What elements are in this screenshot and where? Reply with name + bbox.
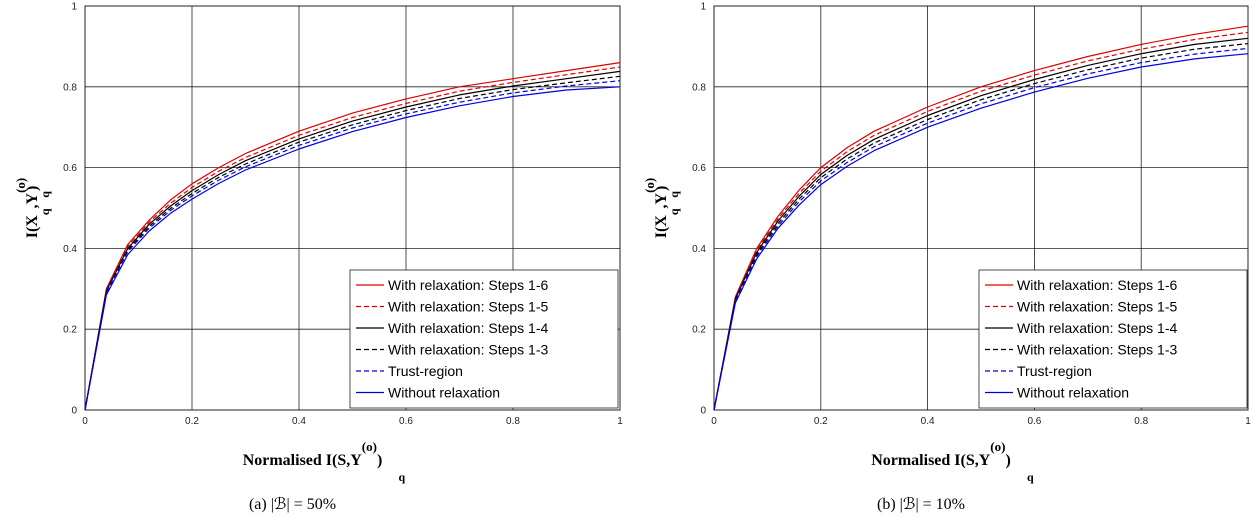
y-axis-label-close: ) [24,186,41,191]
plot-frame [713,5,1249,411]
series-line-2 [84,66,621,411]
x-tick-label: 1 [617,416,623,427]
y-tick-label: 0.2 [63,325,77,336]
y-axis-label-close: ) [653,186,670,191]
legend-label: With relaxation: Steps 1-4 [388,320,549,336]
series-line-6 [84,86,621,411]
y-tick-label: 0 [700,406,706,417]
x-axis-label-close: ) [1005,452,1010,469]
y-tick-label: 0.8 [63,82,77,93]
legend-label: With relaxation: Steps 1-3 [388,342,549,358]
x-axis-label: Normalised I(S,Y(o)) [243,439,383,469]
x-tick-label: 0.4 [292,416,306,427]
series-line-1 [713,25,1249,411]
y-axis-label-sub: q [38,208,52,215]
legend-label: With relaxation: Steps 1-6 [1017,277,1178,293]
legend: With relaxation: Steps 1-6 With relaxatio… [978,269,1248,409]
legend-label: With relaxation: Steps 1-5 [1017,299,1178,315]
legend-label: With relaxation: Steps 1-5 [388,299,549,315]
x-axis-label-sub: q [1027,470,1034,484]
y-axis-label-mid: ,Y [653,192,670,208]
y-tick-label: 0.6 [692,163,706,174]
series-line-3 [84,70,621,411]
legend-box [349,269,619,409]
x-tick-label: 0 [711,416,717,427]
y-axis-label-sub: q [667,208,681,215]
series-line-4 [84,75,621,411]
legend-label: Trust-region [388,363,463,379]
series-line-2 [713,31,1249,411]
legend-label: With relaxation: Steps 1-6 [388,277,549,293]
y-tick-label: 1 [71,2,77,13]
x-tick-label: 0.2 [185,416,199,427]
x-tick-label: 0.8 [1134,416,1148,427]
x-tick-label: 0.4 [921,416,935,427]
y-axis-label-main: I(X [653,215,670,239]
y-axis-label: I(Xq,Y(o)q) [642,178,681,239]
x-axis-label-sup: (o) [990,439,1005,454]
y-axis-label-sup: (o) [642,178,657,193]
x-axis-label-main: Normalised I(S,Y [243,452,363,469]
y-tick-label: 0.6 [63,163,77,174]
x-axis-label-sub: q [399,470,406,484]
x-tick-label: 0.6 [1027,416,1041,427]
y-tick-label: 0.4 [63,244,77,255]
y-tick-label: 1 [700,2,706,13]
subfigure-caption: (b) |ℬ| = 10% [877,496,965,513]
legend-label: With relaxation: Steps 1-3 [1017,342,1178,358]
y-tick-label: 0.2 [692,325,706,336]
series-line-6 [713,53,1249,411]
x-axis-label: Normalised I(S,Y(o)) [871,439,1011,469]
series-line-1 [84,62,621,411]
chart-panel-b: 0 0.2 0.4 0.6 0.8 1 0 0.2 0.4 0.6 0.8 1 With relaxat… [642,2,1251,514]
legend-label: With relaxation: Steps 1-4 [1017,320,1178,336]
x-tick-label: 0 [82,416,88,427]
x-axis-label-main: Normalised I(S,Y [871,452,991,469]
subfigure-caption: (a) |ℬ| = 50% [249,496,336,513]
x-tick-label: 1 [1245,416,1251,427]
x-axis-label-sup: (o) [362,439,377,454]
plot-frame [84,5,621,411]
chart-panel-a: 0 0.2 0.4 0.6 0.8 1 0 0.2 0.4 0.6 0.8 1 With relaxat… [13,2,623,514]
y-axis-label-sub2: q [667,191,681,198]
y-axis-label-sub2: q [38,191,52,198]
series-line-5 [84,80,621,411]
legend-label: Without relaxation [1017,385,1129,401]
series-line-5 [713,47,1249,411]
x-tick-label: 0.6 [399,416,413,427]
series-line-3 [713,37,1249,411]
legend-label: Without relaxation [388,385,500,401]
legend-label: Trust-region [1017,363,1092,379]
x-tick-label: 0.8 [506,416,520,427]
y-tick-label: 0.4 [692,244,706,255]
y-axis-label-sup: (o) [13,178,28,193]
y-tick-label: 0.8 [692,82,706,93]
legend: With relaxation: Steps 1-6 With relaxatio… [349,269,619,409]
x-axis-label-close: ) [377,452,382,469]
legend-box [978,269,1248,409]
y-axis-label: I(Xq,Y(o)q) [13,178,52,239]
y-axis-label-mid: ,Y [24,192,41,208]
x-tick-label: 0.2 [814,416,828,427]
y-axis-label-main: I(X [24,215,41,239]
y-tick-label: 0 [71,406,77,417]
